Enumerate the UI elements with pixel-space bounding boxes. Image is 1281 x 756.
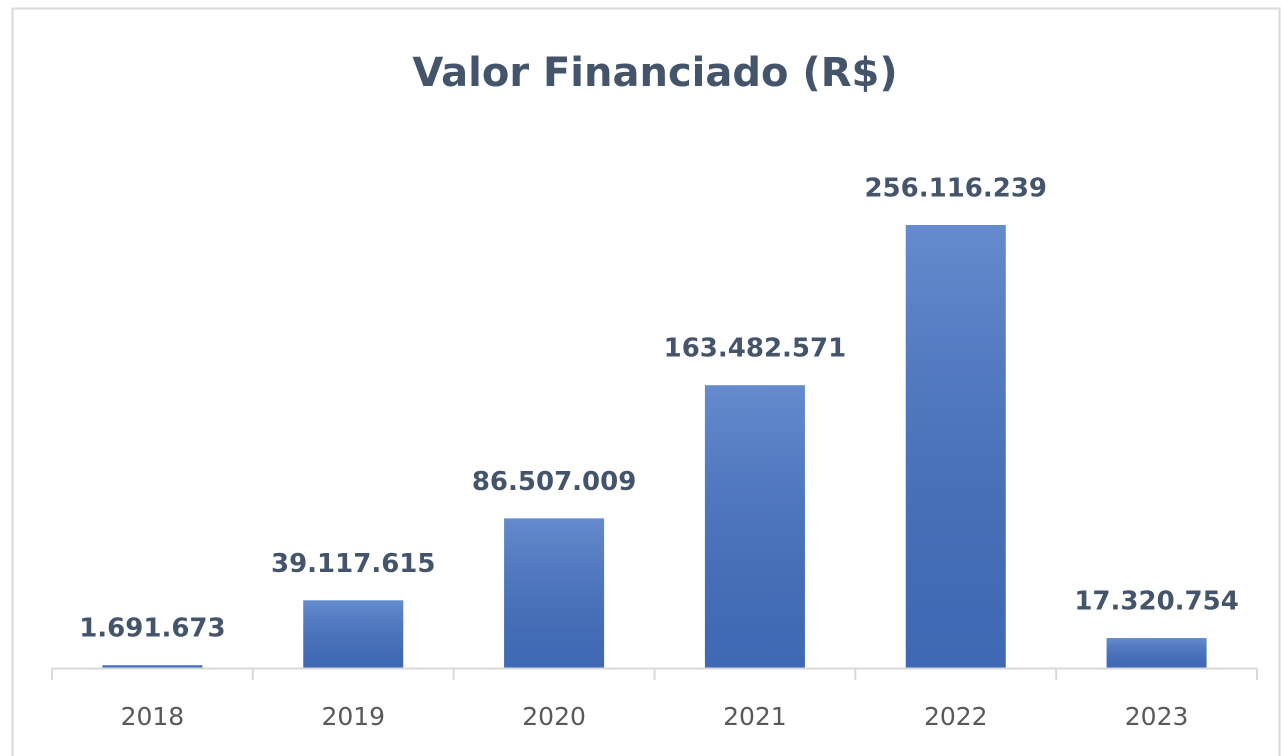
value-label: 1.691.673 bbox=[79, 614, 225, 644]
bar-sheen bbox=[504, 518, 605, 668]
bar-sheen bbox=[303, 600, 404, 668]
value-label: 17.320.754 bbox=[1074, 587, 1238, 617]
bar-sheen bbox=[704, 385, 805, 668]
bar-sheen bbox=[102, 665, 203, 668]
x-tick-label: 2018 bbox=[121, 702, 185, 731]
bar-sheen bbox=[905, 225, 1006, 668]
value-label: 86.507.009 bbox=[472, 467, 636, 497]
value-label: 256.116.239 bbox=[864, 174, 1047, 204]
x-tick-label: 2019 bbox=[321, 702, 385, 731]
chart-border bbox=[11, 7, 1281, 756]
chart-title: Valor Financiado (R$) bbox=[412, 50, 897, 96]
x-tick-label: 2020 bbox=[522, 702, 586, 731]
x-tick-label: 2022 bbox=[924, 702, 988, 731]
value-label: 39.117.615 bbox=[271, 549, 435, 579]
x-tick-label: 2023 bbox=[1125, 702, 1189, 731]
bar-sheen bbox=[1106, 638, 1207, 668]
value-label: 163.482.571 bbox=[664, 334, 847, 364]
x-tick-label: 2021 bbox=[723, 702, 787, 731]
